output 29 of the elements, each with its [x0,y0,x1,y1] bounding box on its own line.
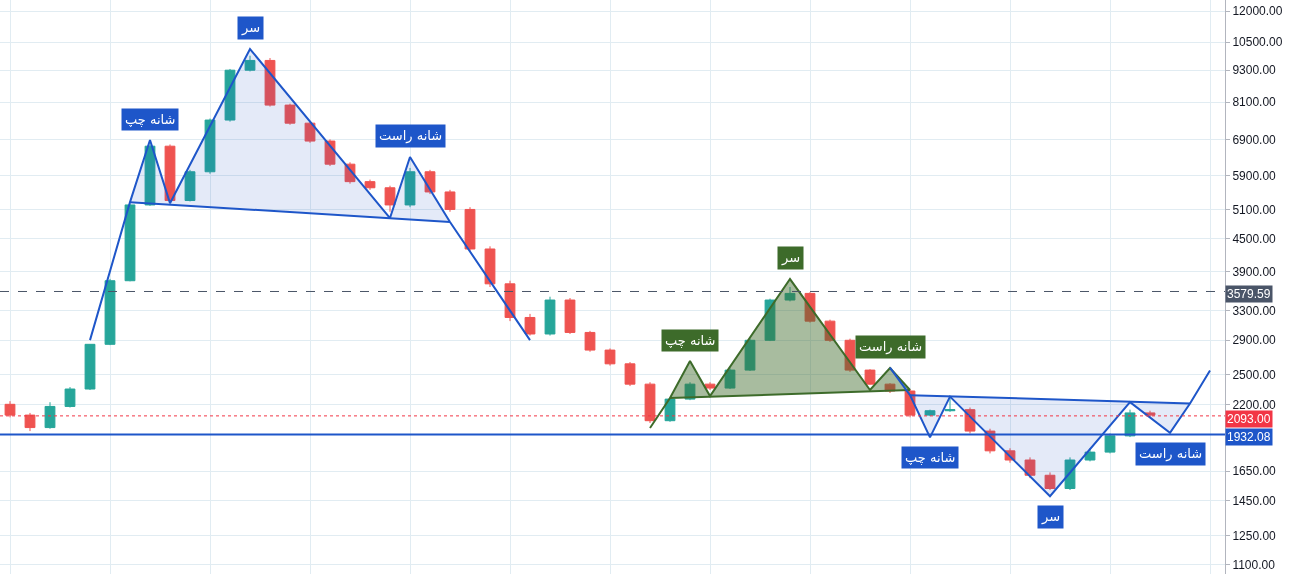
annotation: سر [241,20,261,36]
y-tick-label: 3300.00 [1232,303,1277,318]
y-tick-label: 1100.00 [1232,558,1276,573]
annotation: شانه راست [1139,446,1203,462]
annotation: شانه چپ [905,450,956,465]
annotation: سر [1041,509,1061,525]
y-tick-label: 9300.00 [1232,63,1277,78]
y-tick-label: 2200.00 [1232,397,1277,412]
ref-line-label: 1932.08 [1227,430,1271,444]
y-tick-label: 3900.00 [1232,264,1277,279]
ref-line-label: 3579.59 [1227,287,1271,301]
y-tick-label: 4500.00 [1232,231,1277,246]
y-tick-label: 10500.00 [1232,35,1283,50]
y-tick-label: 1650.00 [1232,464,1277,479]
y-tick-label: 1250.00 [1232,528,1277,543]
annotation: سر [781,250,801,266]
y-tick-label: 12000.00 [1232,4,1283,19]
y-tick-label: 5900.00 [1232,168,1277,183]
annotation: شانه راست [859,339,923,355]
y-tick-label: 2500.00 [1232,367,1277,382]
y-tick-label: 6900.00 [1232,132,1277,147]
annotation: شانه چپ [125,112,176,127]
y-tick-label: 8100.00 [1232,95,1277,110]
annotation: شانه چپ [665,333,716,348]
y-tick-label: 5100.00 [1232,202,1277,217]
y-tick-label: 2900.00 [1232,333,1277,348]
y-tick-label: 1450.00 [1232,494,1277,509]
ref-line-label: 2093.00 [1227,412,1271,426]
annotation: شانه راست [379,128,443,144]
